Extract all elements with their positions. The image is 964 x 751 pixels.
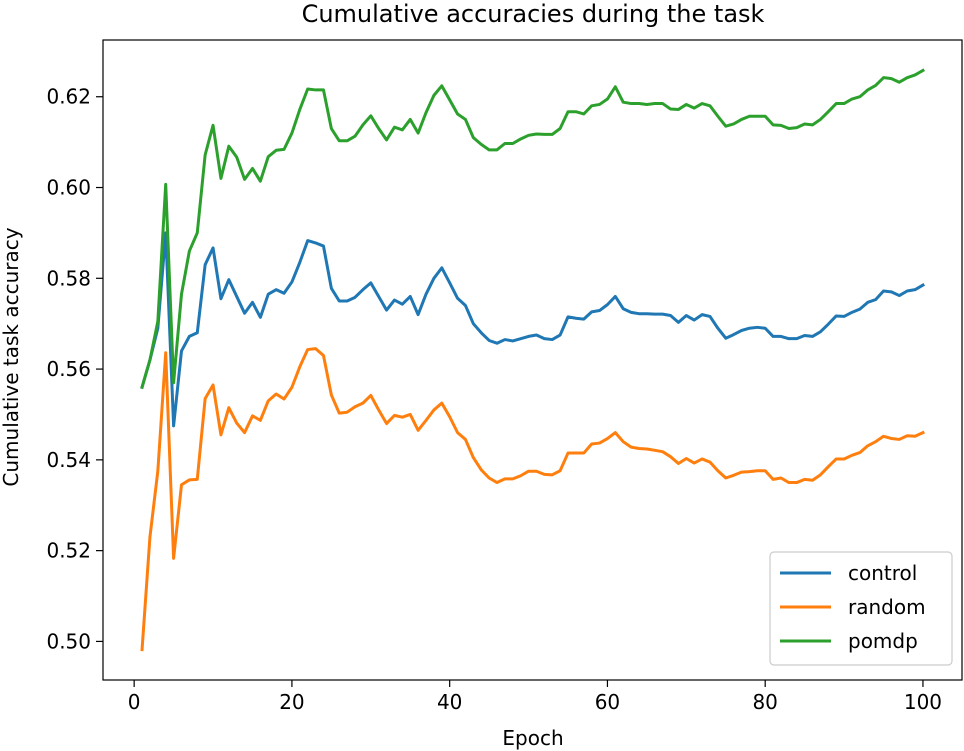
y-tick-label: 0.56	[46, 357, 91, 381]
y-tick-label: 0.52	[46, 539, 91, 563]
x-tick-label: 20	[279, 690, 304, 714]
legend-label-random: random	[848, 595, 926, 619]
legend-label-pomdp: pomdp	[848, 629, 918, 653]
x-tick-label: 40	[437, 690, 462, 714]
y-tick-label: 0.60	[46, 176, 91, 200]
y-axis-title: Cumulative task accuracy	[0, 227, 23, 486]
plot-area-frame	[102, 39, 963, 681]
legend: control random pomdp	[769, 551, 953, 666]
series-layer	[140, 68, 925, 652]
legend-label-control: control	[848, 561, 917, 585]
x-tick-label: 60	[595, 690, 620, 714]
series-line-random	[140, 347, 925, 652]
chart-title: Cumulative accuracies during the task	[302, 0, 765, 28]
y-tick-label: 0.58	[46, 266, 91, 290]
y-tick-label: 0.62	[46, 85, 91, 109]
x-tick-label: 0	[128, 690, 141, 714]
series-line-pomdp	[140, 68, 925, 390]
x-tick-label: 80	[752, 690, 777, 714]
axes-layer: 0 20 40 60 80 100 0.50 0.52 0.54 0.56 0.58 0.60 0.62	[46, 85, 942, 714]
x-axis-title: Epoch	[502, 726, 563, 750]
y-tick-label: 0.50	[46, 629, 91, 653]
y-tick-label: 0.54	[46, 448, 91, 472]
x-tick-label: 100	[904, 690, 942, 714]
legend-box	[769, 551, 953, 666]
series-line-control	[140, 231, 925, 428]
